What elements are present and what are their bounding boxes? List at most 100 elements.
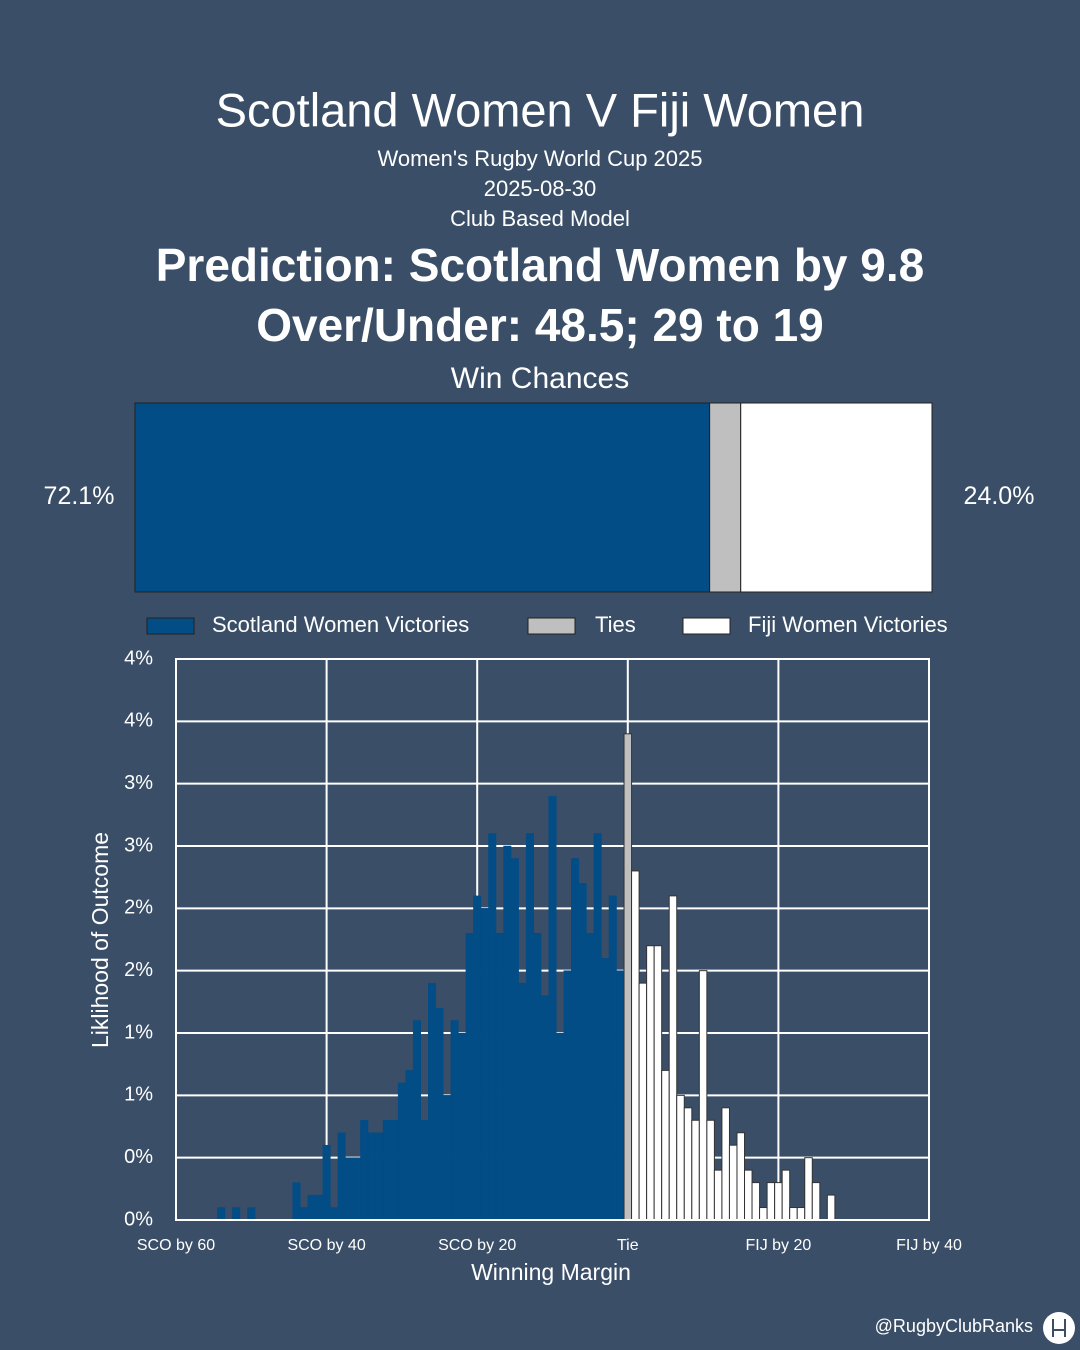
- prediction: Prediction: Scotland Women by 9.8: [156, 239, 925, 291]
- win-value-label: 24.0%: [964, 482, 1035, 510]
- bar: [247, 1207, 256, 1221]
- bar: [766, 1182, 776, 1221]
- bar: [721, 1107, 730, 1221]
- over-under: Over/Under: 48.5; 29 to 19: [256, 299, 824, 351]
- y-tick-label: 0%: [124, 1146, 153, 1168]
- x-tick-label: SCO by 60: [137, 1237, 215, 1254]
- bar: [345, 1157, 354, 1221]
- bar: [571, 858, 580, 1221]
- bar: [698, 970, 708, 1221]
- competition: Women's Rugby World Cup 2025: [378, 146, 703, 171]
- bar: [292, 1182, 301, 1221]
- bar: [390, 1120, 399, 1221]
- y-tick-label: 1%: [124, 1021, 153, 1043]
- bar: [789, 1207, 798, 1221]
- legend-label: Fiji Women Victories: [748, 612, 948, 637]
- bar: [525, 833, 534, 1221]
- bar: [510, 858, 519, 1221]
- y-tick-label: 3%: [124, 772, 153, 794]
- bar: [375, 1132, 384, 1221]
- x-axis-label: Winning Margin: [471, 1259, 631, 1285]
- bar: [307, 1194, 316, 1221]
- bar: [495, 933, 504, 1221]
- legend-label: Ties: [595, 612, 636, 637]
- bar: [638, 982, 648, 1221]
- bar: [412, 1020, 421, 1221]
- bar: [518, 982, 527, 1221]
- bar: [774, 1182, 783, 1221]
- bar: [556, 1032, 565, 1221]
- bar: [781, 1169, 791, 1221]
- y-tick-label: 2%: [124, 959, 153, 981]
- bar: [405, 1070, 414, 1221]
- bar: [563, 970, 572, 1221]
- model: Club Based Model: [450, 206, 630, 231]
- bar: [826, 1194, 836, 1221]
- bar: [706, 1119, 715, 1221]
- bar: [420, 1120, 429, 1221]
- legend-swatch: [682, 617, 731, 635]
- bar: [623, 733, 633, 1221]
- bar: [713, 1169, 723, 1221]
- legend-label: Scotland Women Victories: [212, 612, 469, 637]
- bar: [676, 1094, 685, 1221]
- plot-frame: [175, 658, 930, 1221]
- y-tick-label: 0%: [124, 1208, 153, 1230]
- bar: [360, 1120, 369, 1221]
- bar: [337, 1132, 346, 1221]
- bar: [352, 1157, 361, 1221]
- y-tick-label: 3%: [124, 834, 153, 856]
- bar: [616, 970, 625, 1221]
- bar: [728, 1144, 738, 1221]
- legend-swatch: [146, 617, 195, 635]
- bar: [796, 1207, 806, 1221]
- legend-swatch: [527, 617, 576, 635]
- bar: [315, 1194, 324, 1221]
- bar: [450, 1020, 459, 1221]
- bar: [631, 870, 640, 1221]
- bar: [217, 1207, 226, 1221]
- bar: [322, 1144, 331, 1221]
- win-bar-segment: [740, 402, 933, 593]
- win-bar-segment: [709, 402, 742, 593]
- bar: [586, 933, 595, 1221]
- bar: [601, 957, 610, 1221]
- y-axis-label: Liklihood of Outcome: [87, 832, 113, 1048]
- bar: [540, 995, 549, 1221]
- x-tick-label: SCO by 40: [287, 1237, 365, 1254]
- title: Scotland Women V Fiji Women: [216, 83, 865, 136]
- date: 2025-08-30: [484, 176, 597, 201]
- bar: [593, 833, 602, 1221]
- bar: [744, 1169, 753, 1221]
- bar: [367, 1132, 376, 1221]
- bar: [691, 1119, 700, 1221]
- bar: [458, 1032, 467, 1221]
- bar: [548, 795, 557, 1221]
- bar: [811, 1182, 821, 1221]
- bar: [435, 1007, 444, 1221]
- bar: [533, 933, 542, 1221]
- bar: [503, 845, 512, 1221]
- bar: [232, 1207, 241, 1221]
- x-tick-label: FIJ by 20: [745, 1237, 811, 1254]
- bar: [382, 1120, 391, 1221]
- win-chances-title: Win Chances: [451, 362, 629, 395]
- bar: [480, 908, 489, 1221]
- bar: [668, 895, 678, 1221]
- y-tick-label: 2%: [124, 897, 153, 919]
- bar: [661, 1069, 670, 1221]
- win-value-label: 72.1%: [44, 482, 115, 510]
- bar: [488, 833, 497, 1221]
- bar: [759, 1207, 768, 1221]
- x-tick-label: SCO by 20: [438, 1237, 516, 1254]
- footer-handle: @RugbyClubRanks: [875, 1316, 1033, 1336]
- y-tick-label: 1%: [124, 1084, 153, 1106]
- x-tick-label: FIJ by 40: [896, 1237, 962, 1254]
- bar: [578, 883, 587, 1221]
- bar: [299, 1207, 309, 1221]
- bar: [330, 1207, 339, 1221]
- bar: [428, 982, 437, 1221]
- bar: [646, 945, 655, 1221]
- bar: [397, 1082, 406, 1221]
